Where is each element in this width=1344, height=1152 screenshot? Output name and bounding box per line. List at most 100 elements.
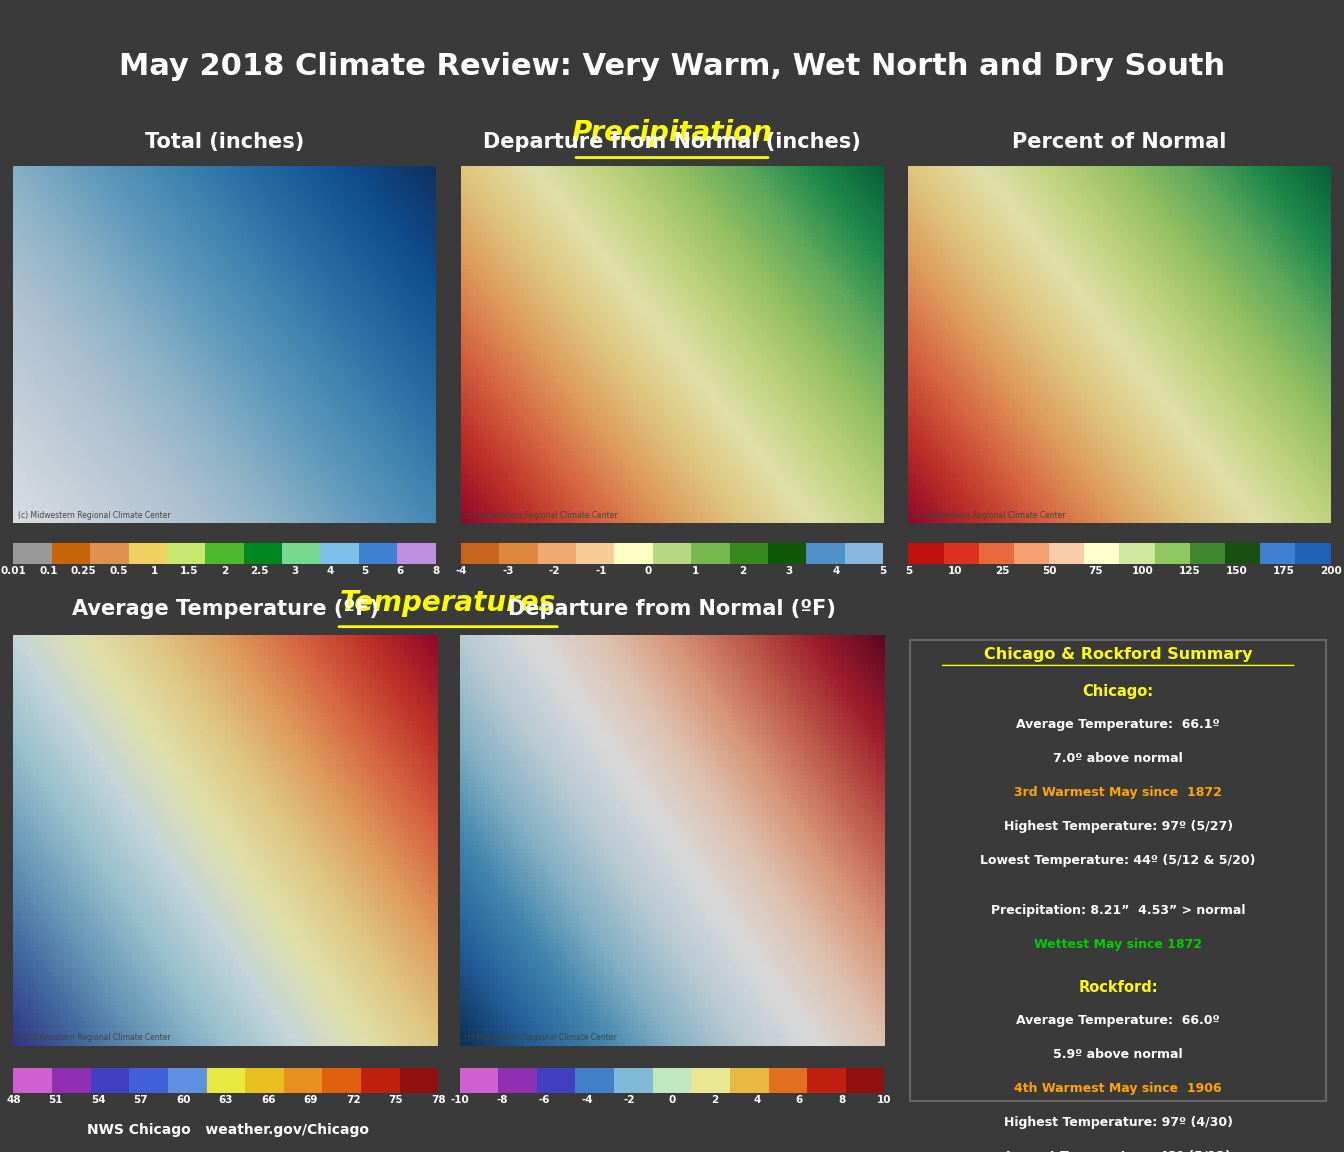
Bar — [207, 1068, 245, 1093]
Text: Highest Temperature: 97º (4/30): Highest Temperature: 97º (4/30) — [1004, 1115, 1232, 1129]
Text: 75: 75 — [1089, 566, 1103, 576]
Text: 2: 2 — [739, 566, 746, 576]
Bar — [499, 1068, 536, 1093]
Text: 150: 150 — [1226, 566, 1247, 576]
Bar — [129, 543, 167, 563]
Text: NWS Chicago   weather.gov/Chicago: NWS Chicago weather.gov/Chicago — [87, 1123, 370, 1137]
Text: Precipitation: 8.21”  4.53” > normal: Precipitation: 8.21” 4.53” > normal — [991, 904, 1246, 917]
Bar — [943, 543, 978, 563]
Text: (c) Midwestern Regional Climate Center: (c) Midwestern Regional Climate Center — [465, 510, 618, 520]
Bar — [13, 1068, 52, 1093]
Bar — [806, 543, 844, 563]
Bar — [808, 1068, 845, 1093]
Text: Lowest Temperature: 44º (5/12 & 5/20): Lowest Temperature: 44º (5/12 & 5/20) — [980, 854, 1255, 866]
Bar — [90, 1068, 129, 1093]
Text: 50: 50 — [1042, 566, 1056, 576]
Bar — [653, 1068, 691, 1093]
Text: 2.5: 2.5 — [250, 566, 269, 576]
Text: 4: 4 — [832, 566, 840, 576]
Text: 0.1: 0.1 — [39, 566, 58, 576]
Bar — [243, 543, 282, 563]
Bar — [461, 543, 500, 563]
Text: -6: -6 — [539, 1096, 550, 1106]
Text: 57: 57 — [133, 1096, 148, 1106]
Text: -8: -8 — [496, 1096, 508, 1106]
Text: -10: -10 — [450, 1096, 469, 1106]
Bar — [691, 543, 730, 563]
Bar — [1261, 543, 1296, 563]
Text: 125: 125 — [1179, 566, 1200, 576]
Text: -3: -3 — [503, 566, 513, 576]
Bar — [245, 1068, 284, 1093]
Bar — [536, 1068, 575, 1093]
Text: 8: 8 — [839, 1096, 845, 1106]
Bar — [730, 543, 767, 563]
Text: 0.5: 0.5 — [110, 566, 128, 576]
Text: 75: 75 — [388, 1096, 403, 1106]
Text: 3: 3 — [786, 566, 793, 576]
Bar — [909, 543, 943, 563]
Bar — [129, 1068, 168, 1093]
Bar — [1085, 543, 1120, 563]
Text: -2: -2 — [548, 566, 560, 576]
Bar — [52, 1068, 90, 1093]
Text: Departure from Normal (ºF): Departure from Normal (ºF) — [508, 599, 836, 619]
Bar — [90, 543, 129, 563]
Bar — [320, 543, 359, 563]
Text: 5.9º above normal: 5.9º above normal — [1054, 1048, 1183, 1061]
Text: 4th Warmest May since  1906: 4th Warmest May since 1906 — [1015, 1082, 1222, 1094]
Text: -4: -4 — [581, 1096, 593, 1106]
Text: (c) Midwestern Regional Climate Center: (c) Midwestern Regional Climate Center — [17, 510, 171, 520]
Bar — [614, 1068, 653, 1093]
Bar — [845, 1068, 884, 1093]
Bar — [500, 543, 538, 563]
Bar — [460, 1068, 499, 1093]
Text: Lowest Temperature: 43º (5/12): Lowest Temperature: 43º (5/12) — [1005, 1150, 1231, 1152]
Bar — [575, 1068, 614, 1093]
Text: 1: 1 — [692, 566, 699, 576]
Text: 72: 72 — [345, 1096, 360, 1106]
Text: 7.0º above normal: 7.0º above normal — [1054, 752, 1183, 765]
Text: 10: 10 — [948, 566, 962, 576]
Bar — [52, 543, 90, 563]
Bar — [730, 1068, 769, 1093]
Text: 1.5: 1.5 — [180, 566, 199, 576]
Text: 5: 5 — [362, 566, 368, 576]
Text: 100: 100 — [1132, 566, 1153, 576]
Text: -1: -1 — [595, 566, 607, 576]
Bar — [362, 1068, 399, 1093]
Text: 2: 2 — [711, 1096, 718, 1106]
Text: 8: 8 — [431, 566, 439, 576]
Bar — [206, 543, 243, 563]
Text: 78: 78 — [431, 1096, 446, 1106]
Bar — [359, 543, 398, 563]
Text: Percent of Normal: Percent of Normal — [1012, 131, 1227, 152]
Text: 175: 175 — [1273, 566, 1294, 576]
Text: 5: 5 — [905, 566, 913, 576]
Text: Average Temperature (ºF): Average Temperature (ºF) — [73, 599, 379, 619]
Text: 0: 0 — [645, 566, 652, 576]
Text: 48: 48 — [7, 1096, 20, 1106]
Bar — [1296, 543, 1331, 563]
Bar — [614, 543, 653, 563]
Text: 0.01: 0.01 — [0, 566, 27, 576]
Bar — [282, 543, 320, 563]
Text: 60: 60 — [176, 1096, 191, 1106]
Bar — [399, 1068, 438, 1093]
Text: 5: 5 — [879, 566, 887, 576]
Text: Precipitation: Precipitation — [571, 120, 773, 147]
Text: 1: 1 — [151, 566, 157, 576]
Text: Rockford:: Rockford: — [1078, 980, 1159, 995]
Bar — [1189, 543, 1224, 563]
Text: Total (inches): Total (inches) — [145, 131, 304, 152]
Bar — [538, 543, 577, 563]
Bar — [691, 1068, 730, 1093]
Text: Average Temperature:  66.1º: Average Temperature: 66.1º — [1016, 718, 1220, 732]
Text: 4: 4 — [753, 1096, 761, 1106]
Text: 0.25: 0.25 — [71, 566, 97, 576]
Text: Chicago:: Chicago: — [1082, 684, 1153, 699]
Text: Temperatures: Temperatures — [340, 589, 556, 616]
Text: Chicago & Rockford Summary: Chicago & Rockford Summary — [984, 646, 1253, 661]
Bar — [398, 543, 435, 563]
Text: (c) Midwestern Regional Climate Center: (c) Midwestern Regional Climate Center — [913, 510, 1066, 520]
